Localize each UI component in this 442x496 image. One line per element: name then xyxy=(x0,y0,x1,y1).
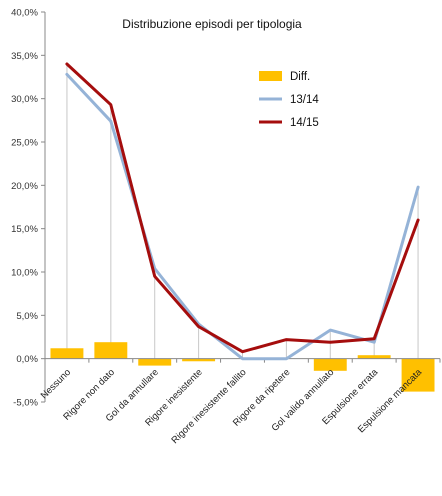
chart-title: Distribuzione episodi per tipologia xyxy=(122,17,302,31)
y-tick-label: 15,0% xyxy=(11,224,38,235)
line-series-14-15 xyxy=(65,62,420,354)
bar-diff xyxy=(357,355,391,359)
y-tick-label: 30,0% xyxy=(11,94,38,105)
bar-diff xyxy=(50,348,84,359)
bar-diff xyxy=(313,358,347,371)
y-tick-label: 40,0% xyxy=(11,8,38,19)
bar-diff xyxy=(401,358,435,392)
legend-label-diff: Diff. xyxy=(290,71,310,83)
bar-diff xyxy=(138,358,172,366)
lines xyxy=(65,62,420,361)
y-axis: -5,0% 0,0% 5,0% 10,0% 15,0% 20,0% 25,0% 30,0% 35… xyxy=(11,8,46,409)
legend-label-1314: 13/14 xyxy=(290,94,319,106)
legend-swatch-diff xyxy=(259,71,282,81)
x-tick-label: Rigore inesistente fallito xyxy=(170,367,249,446)
y-tick-label: 0,0% xyxy=(16,354,38,365)
y-tick-label: 10,0% xyxy=(11,268,38,279)
x-tick-label: Nessuno xyxy=(39,367,73,401)
drop-lines xyxy=(66,64,419,359)
y-tick-label: -5,0% xyxy=(13,398,38,409)
bar-diff xyxy=(182,358,216,362)
legend-label-1415: 14/15 xyxy=(290,117,319,129)
bars xyxy=(50,342,435,392)
y-tick-label: 25,0% xyxy=(11,138,38,149)
y-tick-label: 20,0% xyxy=(11,181,38,192)
y-tick-label: 35,0% xyxy=(11,51,38,62)
y-tick-label: 5,0% xyxy=(16,311,38,322)
bar-diff xyxy=(94,342,128,359)
line-series-13-14 xyxy=(65,72,420,361)
legend: Diff. 13/14 14/15 xyxy=(259,71,319,129)
